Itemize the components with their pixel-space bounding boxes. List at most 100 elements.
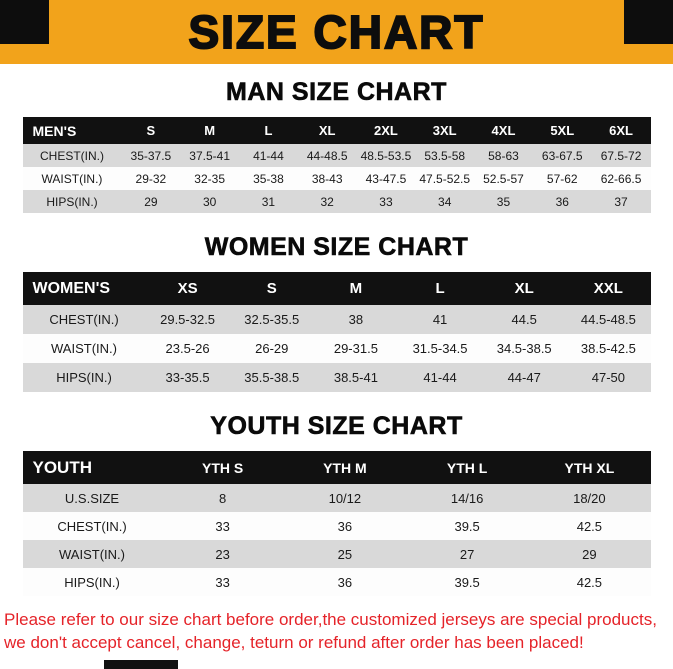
size-column-header: S (121, 117, 181, 144)
size-value: 41-44 (239, 144, 298, 167)
size-value: 37 (591, 190, 651, 213)
table-row: U.S.SIZE 8 10/12 14/16 18/20 (22, 484, 651, 512)
youth-size-table: YOUTH YTH S YTH M YTH L YTH XL U.S.SIZE 8 10/12… (22, 451, 651, 596)
size-value: 14/16 (406, 484, 529, 512)
size-value: 32.5-35.5 (229, 305, 314, 334)
table-row: WAIST(IN.) 29-32 32-35 35-38 38-43 43-47.5 47.… (22, 167, 651, 190)
size-value: 44-47 (482, 363, 567, 392)
row-label: CHEST(IN.) (22, 144, 122, 167)
size-value: 8 (161, 484, 284, 512)
size-value: 35 (474, 190, 533, 213)
size-column-header: XS (145, 272, 230, 305)
size-value: 33 (161, 568, 284, 596)
size-column-header: S (229, 272, 314, 305)
bottom-decoration-bar (104, 660, 178, 669)
size-value: 47-50 (566, 363, 651, 392)
table-row: HIPS(IN.) 33-35.5 35.5-38.5 38.5-41 41-44 44-… (22, 363, 651, 392)
size-value: 33-35.5 (145, 363, 230, 392)
size-column-header: XXL (566, 272, 651, 305)
size-value: 25 (283, 540, 406, 568)
order-policy-line-1: Please refer to our size chart before or… (4, 610, 657, 629)
size-value: 38.5-41 (313, 363, 398, 392)
size-value: 38 (313, 305, 398, 334)
size-value: 34.5-38.5 (482, 334, 567, 363)
table-header-row: WOMEN'S XS S M L XL XXL (22, 272, 651, 305)
table-title-cell: MEN'S (22, 117, 122, 144)
size-value: 35-37.5 (121, 144, 181, 167)
size-column-header: 4XL (474, 117, 533, 144)
table-header-row: YOUTH YTH S YTH M YTH L YTH XL (22, 451, 651, 484)
size-value: 36 (532, 190, 592, 213)
size-column-header: 5XL (532, 117, 592, 144)
table-row: WAIST(IN.) 23 25 27 29 (22, 540, 651, 568)
size-value: 10/12 (283, 484, 406, 512)
size-value: 43-47.5 (356, 167, 416, 190)
size-value: 18/20 (528, 484, 651, 512)
size-value: 34 (415, 190, 475, 213)
table-title-cell: WOMEN'S (22, 272, 146, 305)
size-value: 41 (397, 305, 483, 334)
table-row: CHEST(IN.) 33 36 39.5 42.5 (22, 512, 651, 540)
table-header-row: MEN'S S M L XL 2XL 3XL 4XL 5XL 6XL (22, 117, 651, 144)
size-value: 29 (121, 190, 181, 213)
size-value: 32 (297, 190, 357, 213)
size-column-header: M (313, 272, 398, 305)
row-label: U.S.SIZE (22, 484, 162, 512)
size-column-header: YTH S (161, 451, 284, 484)
row-label: WAIST(IN.) (22, 167, 122, 190)
table-row: HIPS(IN.) 33 36 39.5 42.5 (22, 568, 651, 596)
row-label: HIPS(IN.) (22, 568, 162, 596)
size-value: 23.5-26 (145, 334, 230, 363)
size-value: 44-48.5 (297, 144, 357, 167)
size-column-header: 3XL (415, 117, 475, 144)
size-value: 33 (356, 190, 416, 213)
order-policy-line-2: we don't accept cancel, change, teturn o… (4, 633, 584, 653)
size-value: 67.5-72 (591, 144, 651, 167)
size-value: 57-62 (532, 167, 592, 190)
size-value: 41-44 (397, 363, 483, 392)
table-row: CHEST(IN.) 29.5-32.5 32.5-35.5 38 41 44.5 44.5… (22, 305, 651, 334)
row-label: CHEST(IN.) (22, 305, 146, 334)
title-banner: SIZE CHART (0, 0, 673, 64)
size-column-header: L (239, 117, 298, 144)
page-title: SIZE CHART (188, 6, 485, 58)
size-value: 62-66.5 (591, 167, 651, 190)
size-value: 48.5-53.5 (356, 144, 416, 167)
size-value: 31 (239, 190, 298, 213)
size-column-header: YTH L (406, 451, 529, 484)
youth-section-heading: YOUTH SIZE CHART (210, 412, 463, 441)
size-value: 27 (406, 540, 529, 568)
table-title-cell: YOUTH (22, 451, 162, 484)
banner-corner-left (0, 0, 49, 44)
size-value: 42.5 (528, 512, 651, 540)
size-value: 37.5-41 (180, 144, 240, 167)
size-value: 39.5 (406, 512, 529, 540)
women-size-table: WOMEN'S XS S M L XL XXL CHEST(IN.) 29.5-32.5 32.5… (22, 272, 651, 392)
size-value: 47.5-52.5 (415, 167, 475, 190)
man-size-chart-section: MAN SIZE CHART MEN'S S M L XL 2XL 3XL 4XL 5XL 6XL… (0, 78, 673, 213)
size-column-header: XL (297, 117, 357, 144)
table-row: WAIST(IN.) 23.5-26 26-29 29-31.5 31.5-34.5 34… (22, 334, 651, 363)
size-column-header: XL (482, 272, 567, 305)
youth-size-chart-section: YOUTH SIZE CHART YOUTH YTH S YTH M YTH L YTH… (0, 412, 673, 596)
row-label: WAIST(IN.) (22, 334, 146, 363)
size-value: 23 (161, 540, 284, 568)
size-value: 36 (283, 568, 406, 596)
size-value: 44.5 (482, 305, 567, 334)
size-value: 29-32 (121, 167, 181, 190)
size-value: 42.5 (528, 568, 651, 596)
size-column-header: L (397, 272, 483, 305)
size-value: 32-35 (180, 167, 240, 190)
size-value: 33 (161, 512, 284, 540)
size-value: 29.5-32.5 (145, 305, 230, 334)
table-row: CHEST(IN.) 35-37.5 37.5-41 41-44 44-48.5 48.5… (22, 144, 651, 167)
women-size-chart-section: WOMEN SIZE CHART WOMEN'S XS S M L XL XXL CHEST(… (0, 233, 673, 392)
size-value: 53.5-58 (415, 144, 475, 167)
row-label: CHEST(IN.) (22, 512, 162, 540)
men-size-table: MEN'S S M L XL 2XL 3XL 4XL 5XL 6XL CHEST(IN.) 35-37… (22, 117, 651, 213)
size-value: 36 (283, 512, 406, 540)
size-value: 31.5-34.5 (397, 334, 483, 363)
size-value: 30 (180, 190, 240, 213)
size-value: 52.5-57 (474, 167, 533, 190)
size-value: 63-67.5 (532, 144, 592, 167)
